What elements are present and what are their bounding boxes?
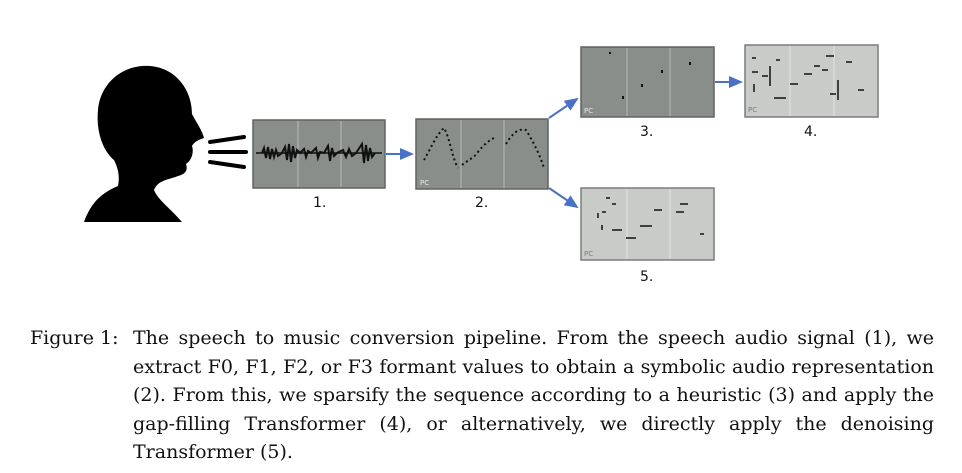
panel-5-denoised: PC (580, 187, 715, 261)
panel-4-label: 4. (804, 124, 818, 140)
panel-4-gap-filled: PC (744, 44, 879, 118)
panel-3-label: 3. (640, 124, 654, 140)
caption-body: The speech to music conversion pipeline.… (133, 327, 934, 463)
pipeline-figure: PC PC (84, 44, 879, 285)
pc-tag: PC (584, 250, 593, 258)
panel-2-contour: PC (415, 118, 549, 190)
panel-2-label: 2. (475, 195, 489, 211)
caption-lead: Figure 1: (30, 327, 119, 349)
pc-tag: PC (584, 107, 593, 115)
speaker-silhouette-icon (84, 65, 204, 223)
pc-tag: PC (748, 106, 757, 114)
panel-1-label: 1. (313, 195, 327, 211)
panel-1-waveform (252, 119, 386, 189)
pc-tag: PC (420, 179, 429, 187)
speech-lines-icon (208, 135, 248, 169)
pipeline-diagram: PC PC (84, 44, 879, 261)
panel-3-sparse: PC (580, 46, 715, 118)
panel-5-label: 5. (640, 269, 654, 285)
